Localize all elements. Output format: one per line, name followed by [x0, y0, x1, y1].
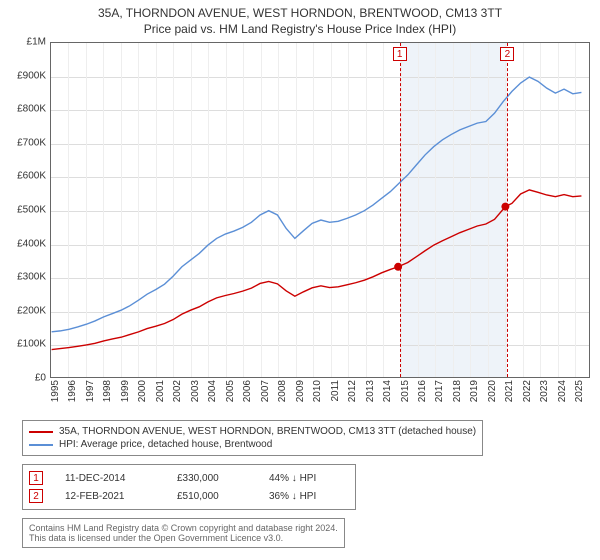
- y-tick-label: £100K: [17, 339, 46, 350]
- legend-label: 35A, THORNDON AVENUE, WEST HORNDON, BREN…: [59, 426, 476, 437]
- x-tick-label: 2015: [400, 380, 411, 402]
- sale-marker-dot: [394, 263, 402, 271]
- sale-vline: [507, 43, 508, 377]
- x-tick-label: 2006: [242, 380, 253, 402]
- x-tick-label: 1999: [120, 380, 131, 402]
- y-tick-label: £300K: [17, 272, 46, 283]
- sale-index: 2: [29, 489, 43, 503]
- sale-price: £330,000: [177, 473, 247, 484]
- x-axis: 1995 1996 1997 1998 1999 2000 2001 2002 2003 2004…: [50, 378, 590, 414]
- x-tick-label: 2016: [417, 380, 428, 402]
- attribution-line: Contains HM Land Registry data © Crown c…: [29, 523, 338, 533]
- x-tick-label: 2007: [260, 380, 271, 402]
- x-tick-label: 2009: [295, 380, 306, 402]
- x-tick-label: 2002: [172, 380, 183, 402]
- x-tick-label: 1995: [50, 380, 61, 402]
- attribution-line: This data is licensed under the Open Gov…: [29, 533, 338, 543]
- x-tick-label: 2004: [207, 380, 218, 402]
- attribution-box: Contains HM Land Registry data © Crown c…: [22, 518, 345, 548]
- x-tick-label: 2022: [522, 380, 533, 402]
- y-tick-label: £0: [35, 373, 46, 384]
- x-tick-label: 2024: [557, 380, 568, 402]
- y-tick-label: £900K: [17, 70, 46, 81]
- series-property: [52, 190, 582, 350]
- sales-table: 1 11-DEC-2014 £330,000 44% ↓ HPI 2 12-FEB-202…: [22, 464, 356, 510]
- x-tick-label: 2019: [469, 380, 480, 402]
- x-tick-label: 2021: [504, 380, 515, 402]
- chart-title: 35A, THORNDON AVENUE, WEST HORNDON, BREN…: [6, 6, 594, 20]
- legend: 35A, THORNDON AVENUE, WEST HORNDON, BREN…: [22, 420, 483, 456]
- x-tick-label: 2003: [190, 380, 201, 402]
- x-tick-label: 2011: [330, 380, 341, 402]
- x-tick-label: 2012: [347, 380, 358, 402]
- y-tick-label: £800K: [17, 104, 46, 115]
- sale-price: £510,000: [177, 491, 247, 502]
- sale-row: 1 11-DEC-2014 £330,000 44% ↓ HPI: [29, 469, 349, 487]
- x-tick-label: 2023: [539, 380, 550, 402]
- legend-label: HPI: Average price, detached house, Bren…: [59, 439, 272, 450]
- series-hpi: [52, 77, 582, 332]
- x-tick-label: 2008: [277, 380, 288, 402]
- legend-row: 35A, THORNDON AVENUE, WEST HORNDON, BREN…: [29, 425, 476, 438]
- x-tick-label: 2020: [487, 380, 498, 402]
- chart: £0 £100K £200K £300K £400K £500K £600K £700K £80…: [6, 42, 594, 414]
- x-tick-label: 2025: [574, 380, 585, 402]
- sale-index-badge: 2: [500, 47, 514, 61]
- chart-subtitle: Price paid vs. HM Land Registry's House …: [6, 22, 594, 36]
- y-tick-label: £700K: [17, 137, 46, 148]
- x-tick-label: 1998: [102, 380, 113, 402]
- legend-swatch: [29, 444, 53, 446]
- sale-date: 11-DEC-2014: [65, 473, 155, 484]
- x-tick-label: 2018: [452, 380, 463, 402]
- sale-index: 1: [29, 471, 43, 485]
- sale-vline: [400, 43, 401, 377]
- x-tick-label: 2000: [137, 380, 148, 402]
- x-tick-label: 2013: [365, 380, 376, 402]
- x-tick-label: 1996: [67, 380, 78, 402]
- x-tick-label: 2017: [434, 380, 445, 402]
- legend-swatch: [29, 431, 53, 433]
- sale-row: 2 12-FEB-2021 £510,000 36% ↓ HPI: [29, 487, 349, 505]
- x-tick-label: 2001: [155, 380, 166, 402]
- y-tick-label: £500K: [17, 205, 46, 216]
- y-tick-label: £200K: [17, 305, 46, 316]
- sale-index-badge: 1: [393, 47, 407, 61]
- x-tick-label: 2014: [382, 380, 393, 402]
- x-tick-label: 1997: [85, 380, 96, 402]
- x-tick-label: 2005: [225, 380, 236, 402]
- title-block: 35A, THORNDON AVENUE, WEST HORNDON, BREN…: [6, 6, 594, 36]
- x-tick-label: 2010: [312, 380, 323, 402]
- y-axis: £0£100K£200K£300K£400K£500K£600K£700K£80…: [6, 42, 50, 378]
- sale-delta: 36% ↓ HPI: [269, 491, 349, 502]
- y-tick-label: £1M: [27, 37, 46, 48]
- y-tick-label: £400K: [17, 238, 46, 249]
- y-tick-label: £600K: [17, 171, 46, 182]
- plot-area: 12: [50, 42, 590, 378]
- sale-date: 12-FEB-2021: [65, 491, 155, 502]
- sale-delta: 44% ↓ HPI: [269, 473, 349, 484]
- legend-row: HPI: Average price, detached house, Bren…: [29, 438, 476, 451]
